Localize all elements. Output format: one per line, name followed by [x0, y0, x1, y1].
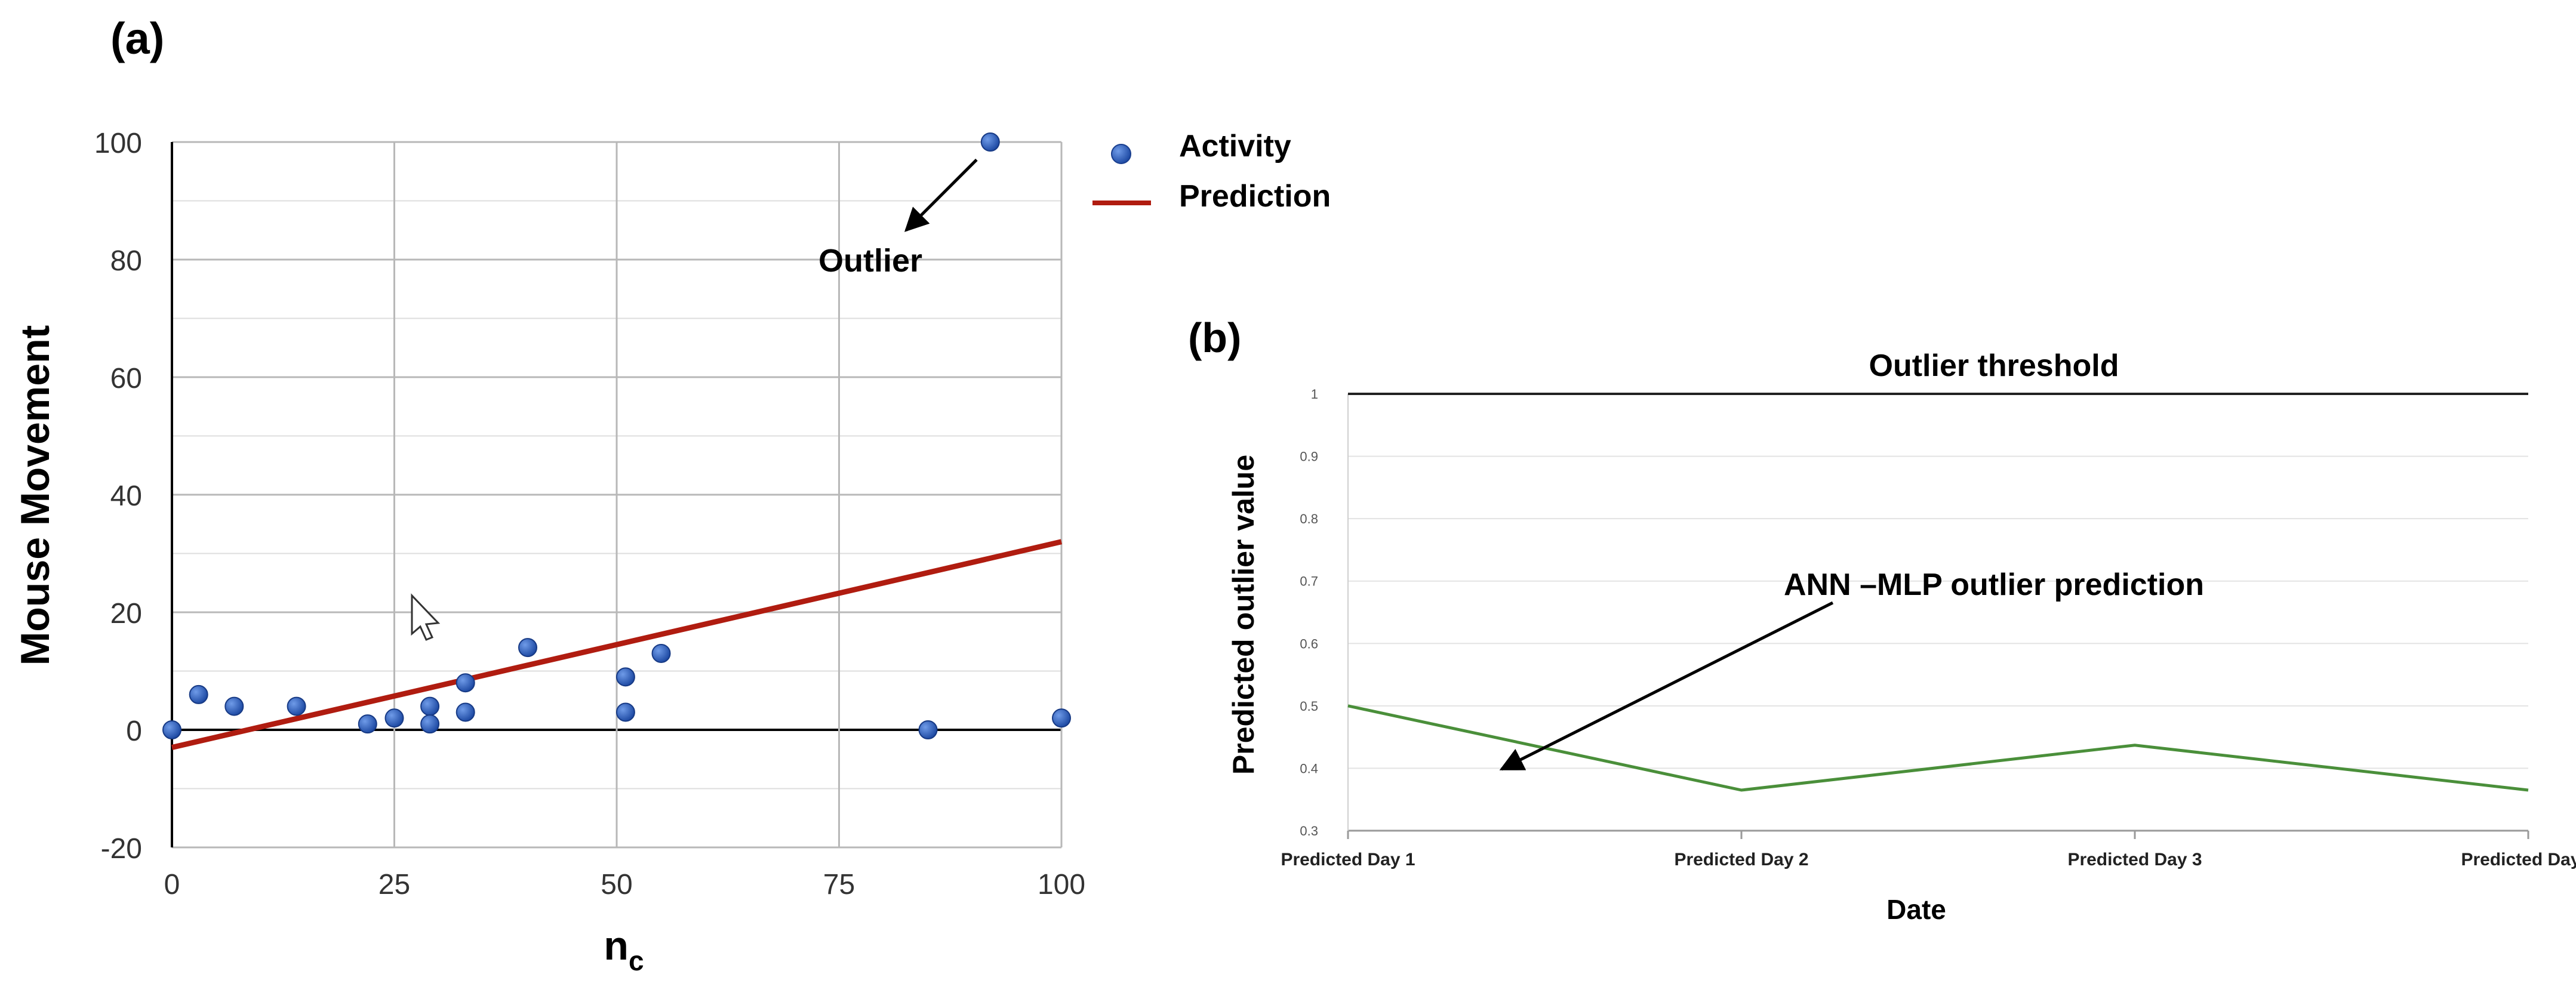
chart-a-y-tick-label: 20 — [110, 598, 142, 630]
chart-b-x-tick-label: Predicted Day 4 — [2461, 850, 2576, 869]
chart-a-legend: Activity Prediction — [1092, 129, 1331, 214]
legend-activity-marker — [1111, 144, 1131, 164]
chart-b-y-tick-label: 0.9 — [1300, 449, 1318, 464]
chart-a-x-tick-label: 0 — [164, 869, 180, 901]
chart-b-y-tick-label: 0.4 — [1300, 761, 1318, 776]
activity-point — [420, 714, 440, 734]
prediction-line — [171, 539, 1063, 750]
chart-a-y-tick-label: -20 — [101, 833, 142, 865]
activity-point — [615, 667, 635, 687]
activity-point — [162, 720, 181, 739]
activity-point — [456, 702, 475, 722]
activity-point — [651, 643, 671, 663]
chart-a-y-tick-label: 60 — [110, 363, 142, 394]
outlier-annotation: Outlier — [818, 243, 922, 279]
activity-point — [980, 132, 1000, 152]
chart-b-y-tick-label: 1 — [1311, 387, 1318, 402]
chart-b-y-ticks: 0.3 0.4 0.5 0.6 0.7 0.8 0.9 1 — [1300, 387, 1318, 838]
panel-b-label: (b) — [1188, 314, 1241, 361]
chart-a-x-axis-label-main: n — [604, 923, 629, 969]
chart-a-x-axis-label-subscript: c — [629, 945, 644, 976]
threshold-annotation: Outlier threshold — [1869, 349, 2119, 383]
chart-a-gridlines — [171, 141, 1063, 849]
mlp-prediction-arrow — [1499, 601, 1834, 771]
mouse-cursor-icon — [411, 593, 441, 641]
chart-b-x-tick-label: Predicted Day 2 — [1674, 850, 1808, 869]
outlier-arrow — [904, 158, 978, 232]
chart-b-gridlines — [1347, 393, 2528, 832]
chart-a-y-tick-label: 80 — [110, 245, 142, 277]
mlp-prediction-line — [1347, 704, 2529, 792]
activity-point — [358, 714, 377, 734]
activity-point — [384, 708, 404, 728]
chart-a-x-ticks: 0 25 50 75 100 — [164, 869, 1085, 901]
chart-b-y-tick-label: 0.6 — [1300, 636, 1318, 651]
chart-b-y-axis-label: Predicted outlier value — [1227, 455, 1260, 775]
activity-point — [456, 673, 475, 693]
chart-a-x-tick-label: 25 — [378, 869, 410, 901]
activity-point — [615, 702, 635, 722]
activity-point — [287, 696, 306, 716]
activity-point — [1052, 708, 1071, 728]
legend-prediction-label: Prediction — [1179, 179, 1331, 214]
mlp-prediction-annotation: ANN –MLP outlier prediction — [1784, 568, 2204, 602]
chart-a-x-tick-label: 100 — [1038, 869, 1085, 901]
chart-a-y-ticks: -20 0 20 40 60 80 100 — [94, 128, 142, 865]
chart-b-y-tick-label: 0.8 — [1300, 511, 1318, 526]
chart-a-y-tick-label: 40 — [110, 480, 142, 512]
chart-b-x-tick-label: Predicted Day 3 — [2067, 850, 2202, 869]
chart-b-x-axis-label: Date — [1886, 894, 1946, 925]
chart-a-x-tick-label: 75 — [823, 869, 855, 901]
chart-a-y-tick-label: 0 — [126, 716, 142, 747]
chart-b-x-tick-label: Predicted Day 1 — [1281, 850, 1415, 869]
activity-point — [518, 638, 537, 658]
activity-point — [189, 684, 208, 704]
chart-a-x-tick-label: 50 — [601, 869, 632, 901]
chart-a-y-axis-label: Mouse Movement — [13, 325, 58, 666]
activity-point — [420, 696, 440, 716]
activity-point — [918, 720, 938, 739]
line-chart-b: 0.30.40.50.60.70.80.91 Predicted Day 1 Pr… — [1227, 349, 2576, 925]
chart-b-y-tick-label: 0.7 — [1300, 574, 1318, 589]
chart-b-y-tick-label: 0.5 — [1300, 699, 1318, 714]
legend-activity-label: Activity — [1179, 129, 1291, 164]
chart-a-x-axis-label: nc — [604, 923, 644, 976]
scatter-chart-a: -20 0 20 40 60 80 100 0 25 50 75 100 Mouse Movemen… — [13, 128, 1085, 976]
chart-a-y-tick-label: 100 — [94, 128, 142, 159]
activity-point — [224, 696, 244, 716]
chart-a-series — [162, 132, 1071, 750]
chart-b-x-ticks: Predicted Day 1 Predicted Day 2 Predicted … — [1281, 831, 2576, 869]
chart-b-y-tick-label: 0.3 — [1300, 824, 1318, 838]
panel-a-label: (a) — [110, 14, 164, 63]
